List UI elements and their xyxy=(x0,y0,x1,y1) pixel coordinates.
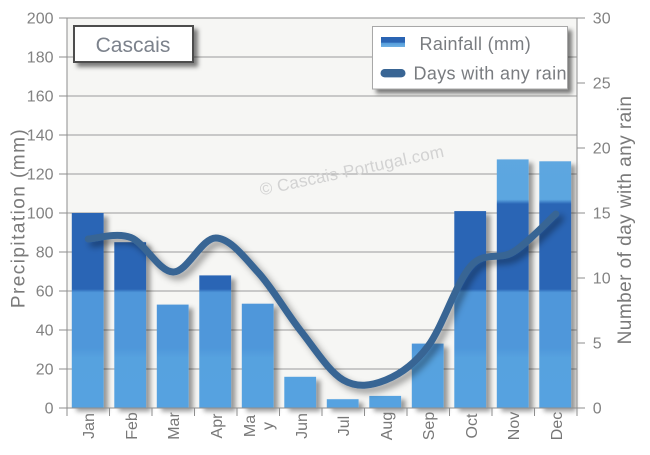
svg-text:30: 30 xyxy=(593,10,611,27)
svg-text:Days with any rain: Days with any rain xyxy=(414,64,567,84)
svg-text:120: 120 xyxy=(27,166,54,183)
svg-text:10: 10 xyxy=(593,270,611,287)
svg-text:100: 100 xyxy=(27,205,54,222)
svg-text:20: 20 xyxy=(593,140,611,157)
svg-text:Jun: Jun xyxy=(294,413,311,439)
svg-text:Dec: Dec xyxy=(549,412,566,440)
svg-text:y: y xyxy=(260,422,277,430)
svg-text:0: 0 xyxy=(593,400,602,417)
svg-text:60: 60 xyxy=(36,283,54,300)
svg-text:Ma: Ma xyxy=(242,415,259,437)
svg-text:Oct: Oct xyxy=(464,413,481,438)
svg-text:Feb: Feb xyxy=(124,412,141,440)
svg-text:160: 160 xyxy=(27,88,54,105)
svg-text:Number of day with any rain: Number of day with any rain xyxy=(615,96,636,345)
svg-text:140: 140 xyxy=(27,127,54,144)
svg-text:Sep: Sep xyxy=(421,412,438,441)
svg-text:5: 5 xyxy=(593,335,602,352)
svg-text:0: 0 xyxy=(45,400,54,417)
svg-text:Nov: Nov xyxy=(506,412,523,440)
svg-text:20: 20 xyxy=(36,361,54,378)
svg-text:200: 200 xyxy=(27,10,54,27)
svg-text:180: 180 xyxy=(27,49,54,66)
svg-text:Jan: Jan xyxy=(81,413,98,439)
svg-text:15: 15 xyxy=(593,205,611,222)
svg-text:80: 80 xyxy=(36,244,54,261)
svg-text:Rainfall (mm): Rainfall (mm) xyxy=(420,34,532,54)
svg-text:Mar: Mar xyxy=(166,412,183,440)
svg-text:25: 25 xyxy=(593,75,611,92)
svg-text:Precipitation (mm): Precipitation (mm) xyxy=(9,128,30,308)
svg-text:40: 40 xyxy=(36,322,54,339)
svg-text:Apr: Apr xyxy=(209,413,226,439)
svg-text:Cascais: Cascais xyxy=(96,34,171,57)
svg-text:Jul: Jul xyxy=(336,416,353,436)
svg-text:Aug: Aug xyxy=(379,412,396,440)
